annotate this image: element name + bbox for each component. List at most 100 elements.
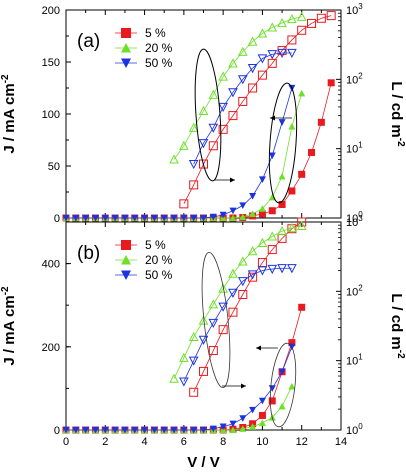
series-line (183, 15, 332, 205)
y-right-tick-label: 103 (346, 214, 363, 229)
data-point (258, 411, 266, 419)
y-right-tick-label: 101 (346, 141, 363, 156)
data-point (268, 207, 276, 215)
y-right-tick-label: 102 (346, 283, 363, 298)
tick-exp: 3 (358, 2, 363, 11)
data-point (72, 426, 80, 434)
data-point (169, 373, 179, 383)
data-point (257, 70, 267, 80)
data-point (218, 325, 228, 335)
data-point (188, 356, 199, 366)
data-point (229, 420, 237, 428)
y-left-tick-label: 0 (54, 213, 60, 225)
tick-base: 10 (346, 286, 358, 298)
series-line (193, 52, 292, 165)
data-point (317, 118, 325, 126)
data-point (179, 352, 189, 362)
data-point (327, 79, 335, 87)
series-L-5pct (189, 217, 307, 397)
legend-marker (121, 43, 131, 53)
y-left-axis-label-main: J / mA cm (1, 83, 18, 153)
data-point (267, 50, 278, 60)
data-point (190, 214, 198, 222)
data-point (72, 214, 80, 222)
y-left-axis-label-sup: -2 (0, 74, 11, 83)
y-right-axis-label-main: L / cd m (388, 293, 405, 349)
data-point (141, 426, 149, 434)
y-left-axis-label-sup: -2 (0, 286, 11, 295)
data-point (237, 46, 248, 56)
data-point (101, 426, 109, 434)
series-line (66, 386, 293, 431)
data-point (200, 426, 207, 434)
data-point (278, 172, 286, 180)
data-point (258, 210, 266, 218)
data-point (267, 231, 278, 241)
tick-exp: 2 (358, 283, 363, 292)
x-tick-label: 12 (296, 436, 308, 448)
series-line (193, 221, 302, 393)
data-point (101, 214, 109, 222)
arrow-right (214, 177, 235, 183)
data-point (208, 123, 219, 133)
data-point (298, 170, 306, 178)
tick-base: 10 (346, 213, 358, 225)
data-point (237, 256, 248, 266)
data-point (170, 214, 178, 222)
series-L-20pct (169, 220, 307, 383)
data-point (288, 187, 296, 195)
data-point (198, 139, 209, 149)
data-point (249, 406, 257, 414)
data-point (208, 346, 218, 356)
data-point (91, 214, 99, 222)
data-point (287, 35, 297, 45)
legend-label: 50 % (145, 268, 173, 282)
data-point (237, 277, 248, 287)
arrow-left-head (270, 115, 275, 121)
arrow-right (222, 383, 246, 389)
data-point (198, 105, 209, 116)
tick-exp: 1 (358, 141, 363, 150)
data-point (62, 214, 70, 222)
data-point (277, 225, 287, 236)
x-tick-label: 10 (256, 436, 268, 448)
data-point (277, 48, 287, 59)
data-point (277, 17, 287, 28)
series-L-5pct (179, 11, 336, 209)
data-point (239, 425, 247, 432)
data-point (190, 426, 198, 434)
data-point (188, 122, 199, 132)
data-point (247, 36, 258, 46)
y-left-axis-label: J / mA cm-2 (0, 286, 18, 366)
x-tick-label: 14 (335, 436, 347, 448)
series-J-5pct (62, 79, 335, 222)
arrow-left (256, 345, 278, 351)
data-point (268, 397, 276, 405)
tick-base: 10 (346, 356, 358, 368)
data-point (219, 423, 227, 431)
data-point (257, 54, 268, 64)
data-point (248, 83, 258, 93)
data-point (199, 159, 208, 169)
data-point (298, 89, 306, 97)
data-point (308, 148, 316, 156)
series-line (66, 307, 303, 431)
data-point (278, 368, 286, 376)
y-right-axis-label-sup: -2 (395, 138, 406, 147)
data-point (111, 214, 119, 222)
data-point (257, 237, 268, 247)
arrow-right-head (230, 177, 235, 183)
data-point (208, 318, 219, 329)
data-point (179, 140, 189, 150)
y-right-tick-label: 101 (346, 353, 363, 368)
data-point (316, 13, 326, 23)
tick-exp: 3 (358, 214, 363, 223)
data-point (296, 220, 307, 230)
x-tick-label: 6 (181, 436, 187, 448)
data-point (238, 290, 248, 300)
data-point (326, 11, 336, 21)
data-point (218, 124, 228, 134)
tick-exp: 2 (358, 71, 363, 80)
data-point (82, 214, 90, 222)
